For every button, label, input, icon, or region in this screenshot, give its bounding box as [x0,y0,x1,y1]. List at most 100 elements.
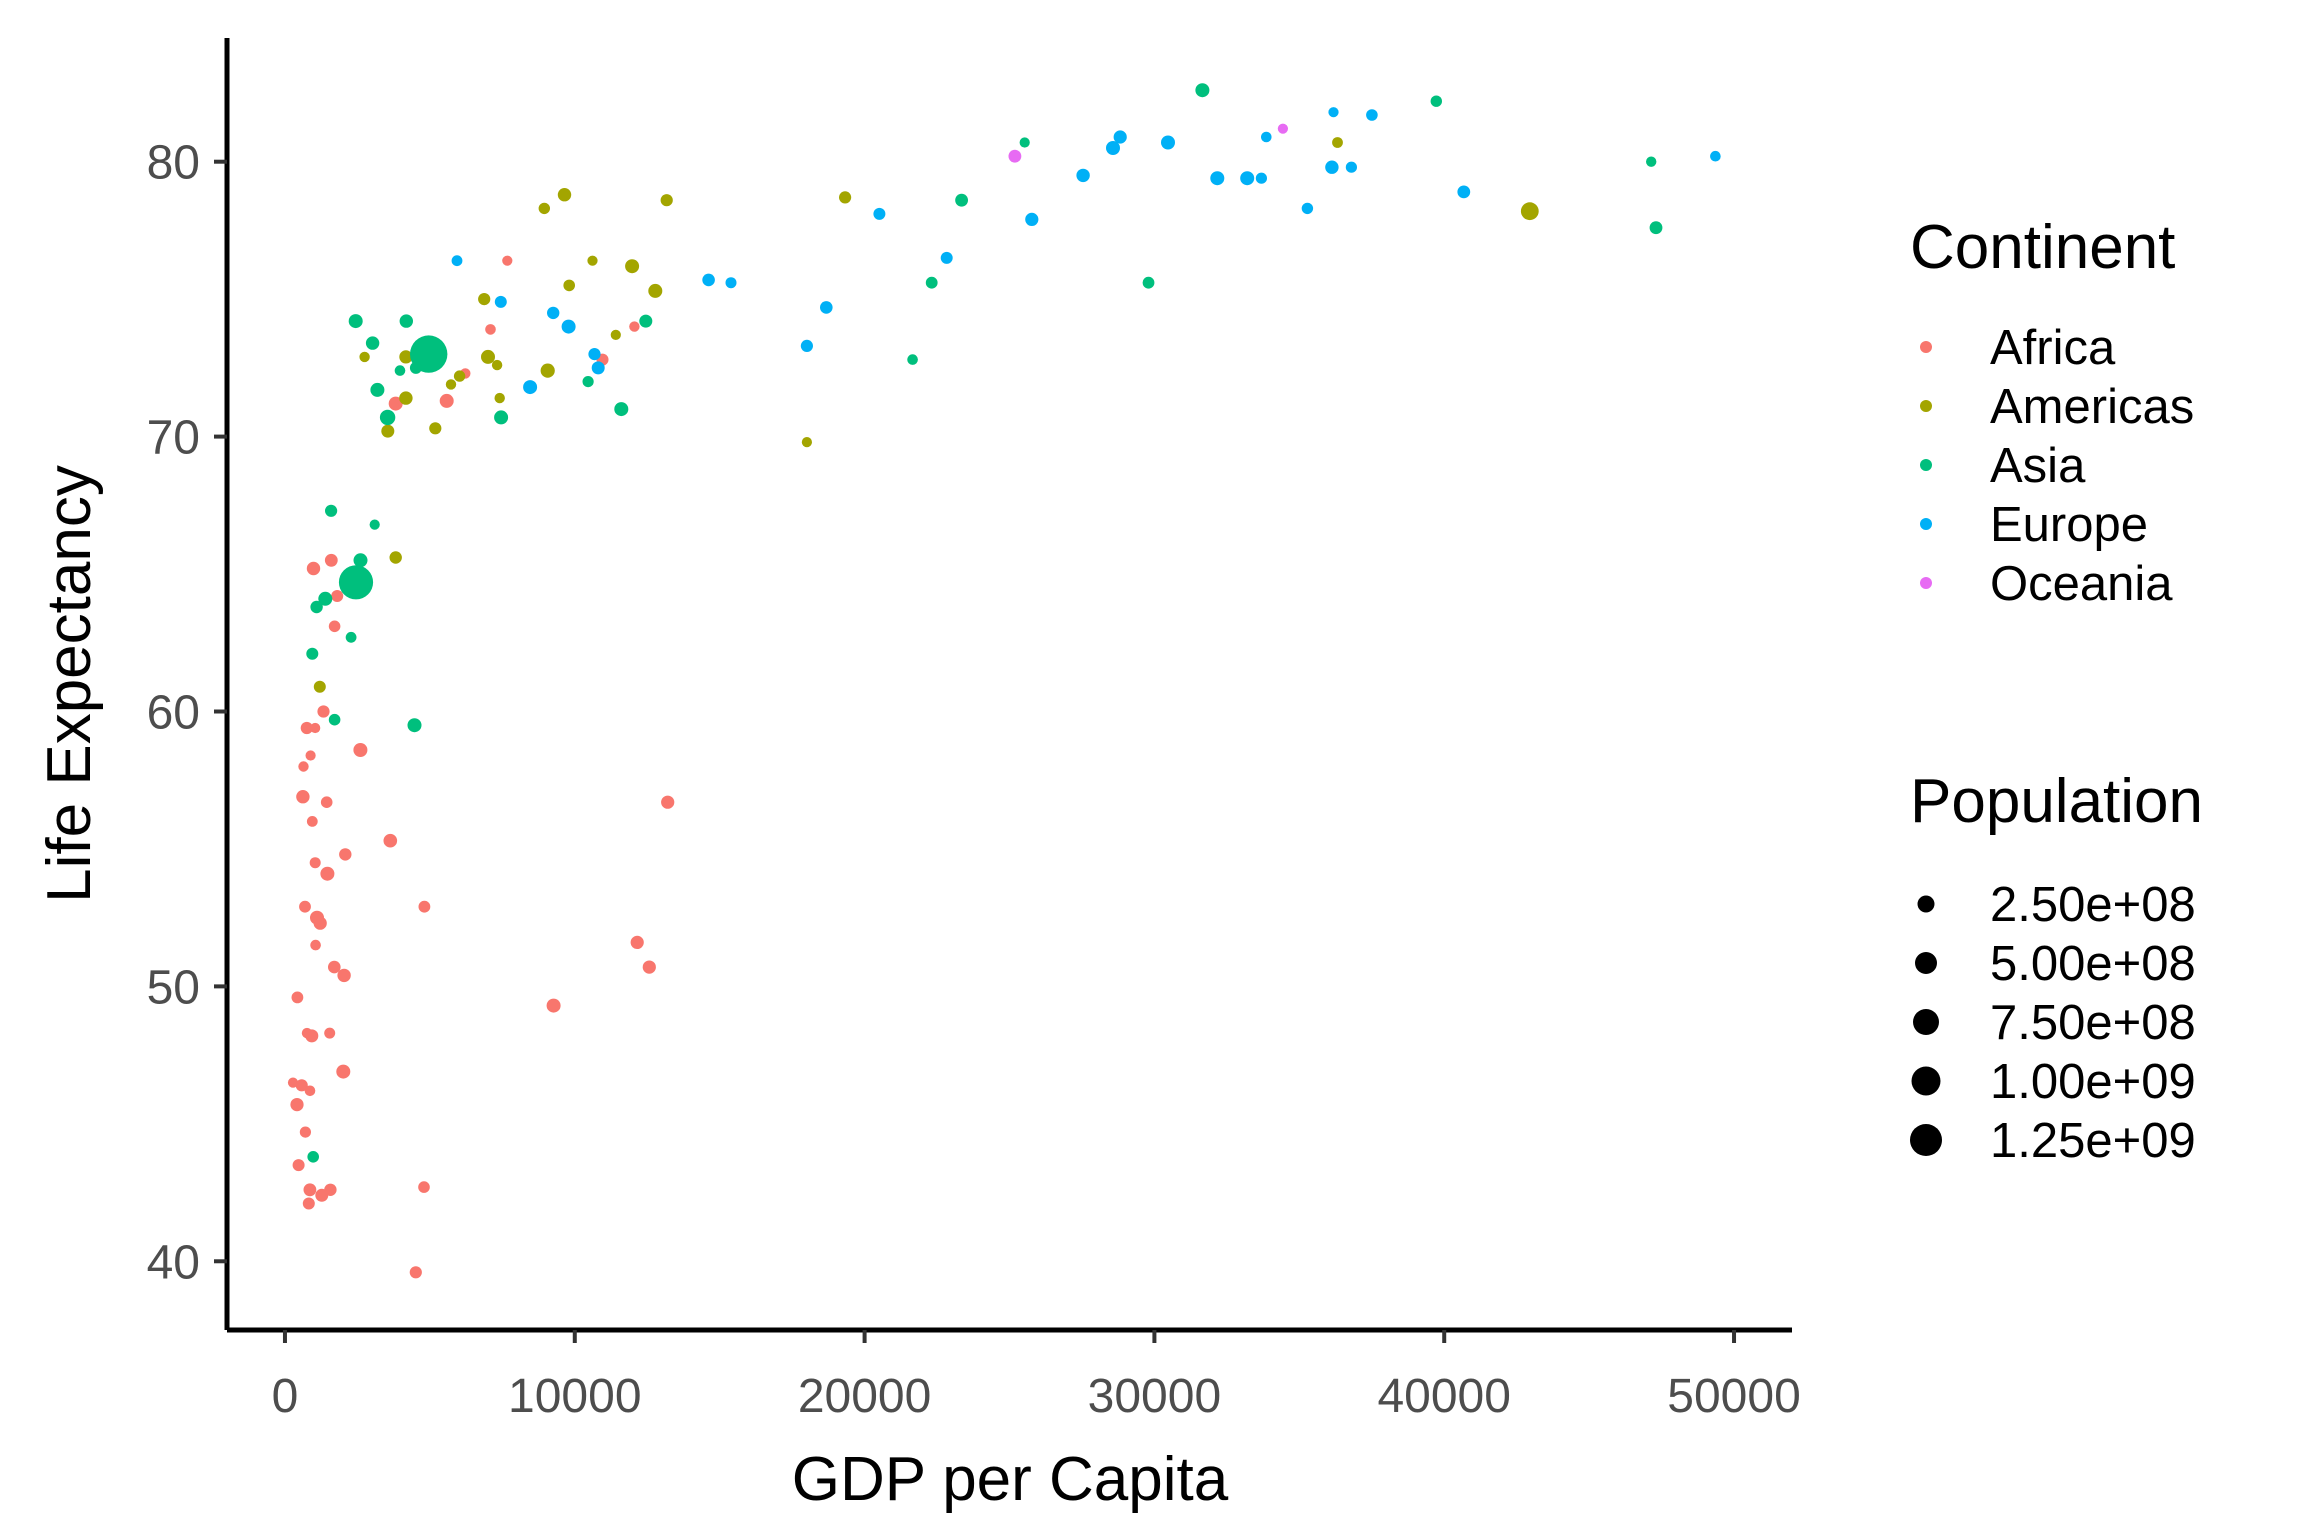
x-tick-label: 40000 [1377,1370,1510,1423]
point-africa [502,255,513,266]
point-europe [1025,212,1039,226]
size-label-3: 7.50e+08 [1990,996,2196,1050]
point-europe [1328,107,1339,118]
point-asia [407,718,422,733]
point-asia [307,1151,320,1163]
point-asia [365,336,380,350]
color-legend-title: Continent [1910,213,2175,282]
point-europe [1076,168,1090,183]
point-americas [399,391,413,405]
point-africa [337,968,351,983]
point-asia [399,314,413,328]
point-americas [381,424,395,438]
point-asia [345,631,357,643]
point-africa [629,321,640,332]
size-key-1 [1917,895,1935,913]
axes-layer [224,38,1792,1333]
point-americas [1520,202,1539,221]
point-africa [310,722,321,734]
point-africa [290,1098,304,1112]
point-asia [310,600,323,614]
point-africa [305,750,316,761]
point-africa [299,900,311,913]
point-africa [315,1188,329,1202]
legend-key-asia [1920,459,1932,471]
point-asia [614,402,629,417]
x-tick-label: 30000 [1088,1370,1221,1423]
size-key-2 [1915,952,1937,974]
legend-key-oceania [1920,577,1932,589]
point-africa [303,1183,317,1197]
point-africa [291,991,304,1004]
point-oceania [1277,123,1288,134]
point-africa [439,393,454,408]
point-americas [610,329,621,340]
size-legend-title: Population [1910,767,2203,836]
point-africa [546,998,561,1013]
point-africa [353,743,368,757]
size-label-5: 1.25e+09 [1990,1114,2196,1168]
point-africa [324,553,338,567]
point-asia [582,376,594,388]
point-africa [306,561,321,576]
point-africa [306,816,318,827]
point-asia [907,354,918,365]
point-asia [1646,156,1657,167]
point-europe [1161,135,1175,150]
point-americas [648,283,663,298]
point-americas [359,351,370,363]
point-americas [453,370,466,382]
point-asia [1649,221,1663,235]
point-europe [820,301,833,314]
y-tick-label: 40 [147,1236,200,1289]
x-axis-title: GDP per Capita [792,1445,1229,1514]
point-europe [1113,130,1127,144]
size-label-1: 2.50e+08 [1990,878,2196,932]
point-europe [1345,161,1357,173]
point-africa [661,795,675,809]
point-americas [481,349,495,364]
point-africa [292,1159,305,1172]
point-africa [300,721,313,735]
point-europe [523,380,538,395]
point-europe [1457,185,1471,199]
point-africa [409,1266,422,1279]
point-americas [491,359,503,371]
point-asia [306,647,319,660]
point-africa [383,833,398,848]
ticks-layer: 0 10000 20000 30000 40000 50000 40 50 60 70 80 [147,137,1801,1423]
point-americas [801,437,813,448]
point-asia [1019,137,1030,148]
point-africa [305,1029,319,1043]
point-europe [1710,150,1721,162]
point-europe [940,251,953,264]
x-tick-label: 10000 [508,1370,641,1423]
point-africa [310,939,321,951]
point-asia [379,409,396,426]
legend-label-oceania: Oceania [1990,557,2173,611]
point-americas [494,392,505,404]
point-americas [445,379,457,390]
point-americas [563,279,575,292]
point-africa [485,324,496,335]
legend-label-europe: Europe [1990,498,2148,552]
point-africa [302,1197,315,1210]
legend-key-americas [1920,400,1932,412]
point-africa [304,1085,316,1097]
size-label-4: 1.00e+09 [1990,1055,2196,1109]
point-africa [317,705,330,718]
point-americas [839,191,852,204]
points-layer [287,83,1721,1279]
point-europe [591,361,605,375]
point-asia [325,504,338,517]
legend-label-asia: Asia [1990,439,2086,493]
point-americas [625,259,640,274]
point-europe [588,348,601,361]
point-africa [328,620,341,633]
legend: Continent AfricaAmericasAsiaEuropeOceani… [1910,213,2203,1168]
size-key-5 [1910,1124,1942,1156]
point-europe [1240,171,1255,186]
point-europe [1325,160,1339,174]
point-europe [1301,202,1314,215]
